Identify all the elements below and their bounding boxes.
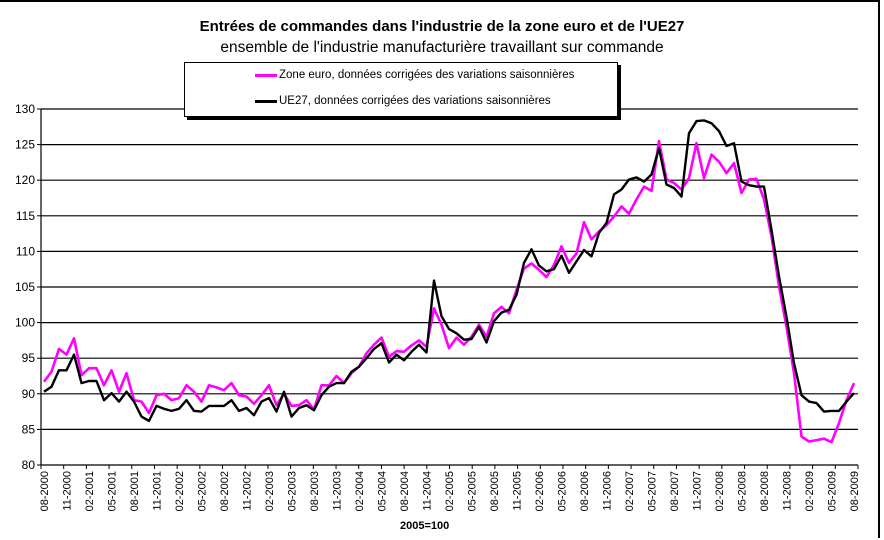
series-line-zone-euro [42,139,856,444]
x-tick-label: 05-2001 [107,471,119,511]
x-tick-label: 11-2004 [422,471,434,511]
x-tick-label: 08-2007 [669,471,681,511]
x-tick-label: 05-2007 [647,471,659,511]
legend-item-zone-euro: Zone euro, données corrigées des variati… [255,69,574,81]
x-tick-label: 05-2004 [377,471,389,511]
y-tick-label: 90 [22,387,36,401]
x-tick-label: 05-2006 [557,471,569,511]
x-tick-label: 11-2007 [692,471,704,511]
x-tick-label: 05-2009 [827,471,839,511]
x-tick-label: 05-2005 [467,471,479,511]
x-axis-label: 2005=100 [400,520,450,532]
x-tick-label: 08-2009 [849,471,861,511]
x-tick-label: 02-2009 [804,471,816,511]
y-tick-label: 95 [22,351,36,365]
x-tick-label: 08-2003 [309,471,321,511]
legend-label: Zone euro, données corrigées des variati… [279,69,575,81]
x-tick-label: 08-2005 [489,471,501,511]
x-tick-label: 02-2003 [264,471,276,511]
series-points-zone-euro [43,141,855,443]
x-tick-label: 05-2003 [287,471,299,511]
x-tick-label: 11-2005 [512,471,524,511]
legend-swatch-black [255,99,277,103]
chart-subtitle: ensemble de l'industrie manufacturière t… [220,39,664,56]
y-tick-label: 130 [15,102,35,116]
y-tick-label: 85 [22,422,36,436]
x-tick-label: 02-2002 [174,471,186,511]
x-tick-label: 11-2006 [602,471,614,511]
series-points-ue27 [43,120,855,421]
x-tick-label: 08-2006 [579,471,591,511]
legend: Zone euro, données corrigées des variati… [184,62,618,117]
y-tick-label: 125 [15,138,35,152]
x-tick-label: 08-2001 [129,471,141,511]
x-tick-label: 05-2002 [197,471,209,511]
legend-swatch-magenta [255,73,277,77]
x-tick-label: 02-2008 [714,471,726,511]
x-tick-label: 11-2003 [332,471,344,511]
x-tick-label: 02-2001 [84,471,96,511]
x-tick-label: 08-2004 [399,471,411,511]
y-tick-label: 115 [16,209,35,223]
x-tick-label: 08-2000 [39,471,51,511]
x-tick-label: 08-2002 [219,471,231,511]
x-tick-label: 02-2007 [624,471,636,511]
y-tick-label: 105 [15,280,35,294]
y-tick-label: 100 [15,316,35,330]
x-tick-label: 02-2006 [534,471,546,511]
legend-item-ue27: UE27, données corrigées des variations s… [255,95,551,107]
x-tick-label: 11-2008 [782,471,794,511]
y-tick-label: 80 [22,458,36,472]
x-tick-label: 11-2001 [152,471,164,511]
y-tick-label: 110 [16,244,35,258]
x-tick-label: 02-2004 [354,471,366,511]
x-tick-label: 05-2008 [737,471,749,511]
chart-title: Entrées de commandes dans l'industrie de… [199,18,685,35]
x-tick-label: 02-2005 [444,471,456,511]
x-tick-label: 11-2000 [62,471,74,511]
legend-label: UE27, données corrigées des variations s… [279,95,551,107]
x-tick-label: 08-2008 [759,471,771,511]
y-tick-label: 120 [15,173,35,187]
x-tick-label: 11-2002 [242,471,254,511]
